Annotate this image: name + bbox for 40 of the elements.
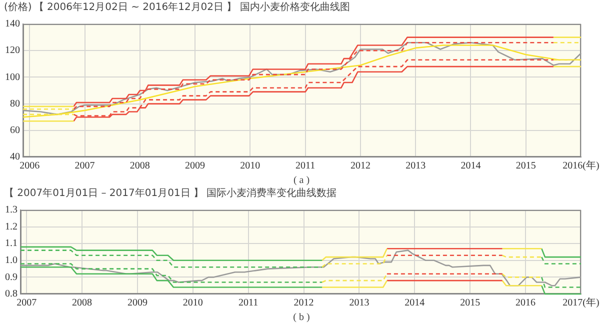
y-tick-label: 60 [10, 125, 20, 136]
y-tick-label: 1.0 [5, 255, 18, 266]
x-tick-label: 2007 [74, 160, 95, 172]
x-tick-label: 2007 [16, 298, 37, 309]
line-series [20, 250, 323, 268]
text: ( b ) [292, 312, 311, 323]
x-tick-label: 2015 [460, 298, 480, 309]
x-tick-label: 2009 [127, 298, 148, 309]
x-tick-label: 2010 [240, 160, 260, 172]
x-tick-label: 2015 [516, 160, 536, 172]
y-tick-label: 1.3 [5, 204, 18, 216]
x-tick-label: 2014 [460, 160, 481, 172]
text: ( a ) [292, 175, 311, 186]
x-tick-label: 2012 [350, 160, 370, 172]
y-tick-label: 140 [5, 18, 20, 30]
y-tick-label: 40 [10, 152, 20, 163]
chart-title: 【 2006年12月02日 ~ 2016年12月02日 】 国内小麦价格变化曲线图 [34, 2, 350, 13]
x-tick-label: 2006 [20, 160, 40, 172]
y-tick-label: 100 [5, 72, 20, 83]
x-tick-label: 2016 [516, 298, 536, 309]
y-tick-label: 0.9 [5, 272, 18, 283]
y-tick-label: 120 [5, 45, 20, 56]
y-tick-label: 1.2 [5, 221, 18, 232]
x-tick-label: 2013 [406, 160, 426, 172]
x-tick-label: 2013 [349, 298, 370, 309]
x-tick-label: 2008 [130, 160, 150, 172]
x-tick-label: 2011 [295, 160, 316, 172]
x-tick-label: 2014 [404, 298, 425, 309]
x-tick-label: 2012 [294, 298, 314, 309]
y-tick-label: 80 [10, 98, 20, 110]
y-tick-label: 1.1 [5, 238, 18, 250]
y-tick-label: 0.8 [5, 288, 18, 300]
x-tick-label: 2008 [72, 298, 92, 309]
x-tick-label: 2010 [182, 298, 203, 309]
x-tick-label: 2009 [185, 160, 206, 172]
x-tick-label: 2017(年) [562, 296, 600, 309]
x-tick-label: 2016(年) [562, 160, 600, 172]
x-tick-label: 2011 [238, 298, 258, 309]
chart-title: 【 2007年01月01日 – 2017年01月01日 】 国际小麦消费率变化曲线数据 [4, 188, 337, 199]
y-axis-title: (价格) [4, 2, 32, 13]
